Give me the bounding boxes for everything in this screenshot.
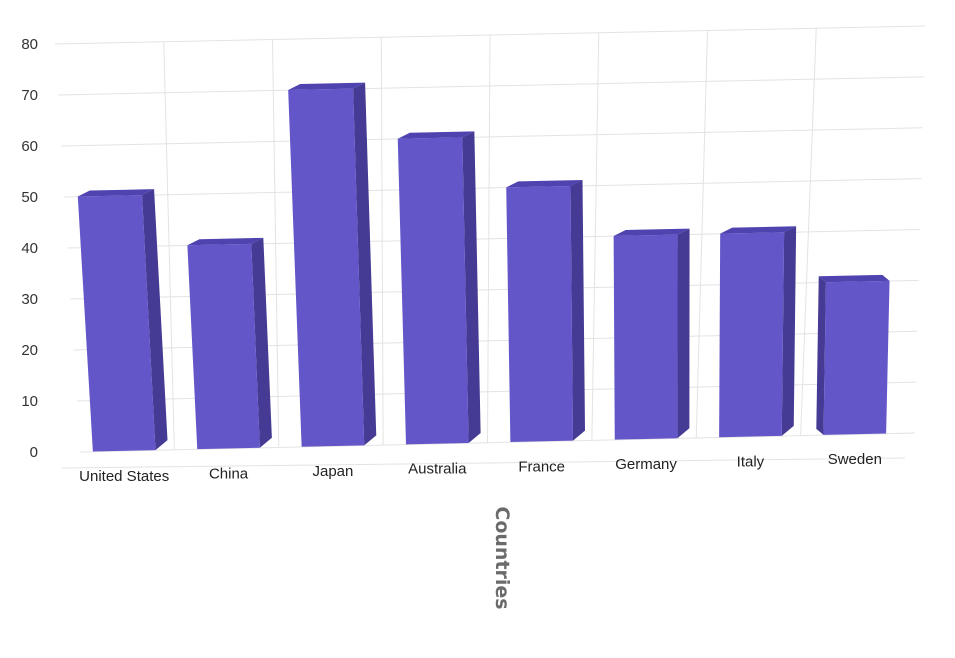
gridline-horizontal <box>79 432 916 453</box>
bar-front-face <box>506 185 573 443</box>
bar-side-face <box>251 237 272 448</box>
gridline-horizontal <box>64 178 922 198</box>
floor-edge <box>61 457 906 469</box>
bar-side-face <box>816 276 826 435</box>
x-category-label: Australia <box>408 461 467 478</box>
bar-top-face <box>77 189 155 197</box>
bar-side-face <box>570 179 585 441</box>
gridline-horizontal <box>58 76 924 96</box>
bar-side-face <box>677 228 690 439</box>
gridline-vertical <box>380 37 384 445</box>
y-tick-label: 10 <box>21 393 38 410</box>
bar <box>288 82 377 447</box>
bar <box>397 131 481 445</box>
bar <box>77 189 168 452</box>
gridline-vertical <box>800 28 817 436</box>
gridline-vertical <box>163 41 175 450</box>
bar-top-face <box>397 131 475 139</box>
bar <box>613 228 690 440</box>
gridline-vertical <box>591 32 600 441</box>
bar <box>506 179 585 443</box>
bar-front-face <box>187 243 260 450</box>
x-axis-title: Countries <box>491 506 513 609</box>
y-tick-label: 60 <box>21 138 38 155</box>
bar-side-face <box>781 226 797 436</box>
x-axis-category-labels: United States China Japan Australia France Ge… <box>79 451 882 485</box>
x-category-label: United States <box>79 468 169 485</box>
bar-top-face <box>506 179 583 188</box>
grid-lines <box>54 25 926 469</box>
y-tick-label: 80 <box>21 36 38 53</box>
bar-front-face <box>288 88 365 447</box>
gridline-horizontal <box>61 127 923 147</box>
bar-top-face <box>720 226 797 234</box>
y-tick-label: 30 <box>21 291 38 308</box>
x-category-label: Japan <box>313 463 354 480</box>
bar-top-face <box>818 274 890 283</box>
y-tick-label: 40 <box>21 240 38 257</box>
bar-front-face <box>77 195 156 452</box>
y-axis-tick-labels: 0 10 20 30 40 50 60 70 80 <box>21 36 38 461</box>
bars <box>77 82 890 452</box>
gridline-vertical <box>272 39 280 448</box>
y-tick-label: 0 <box>30 444 38 461</box>
bar <box>187 237 272 450</box>
bar-side-face <box>142 189 168 451</box>
x-category-label: France <box>518 458 565 475</box>
x-category-label: Sweden <box>828 451 882 468</box>
y-tick-label: 50 <box>21 189 38 206</box>
bar-front-face <box>397 137 469 445</box>
bar-front-face <box>613 234 678 440</box>
y-tick-label: 20 <box>21 342 38 359</box>
y-tick-label: 70 <box>21 87 38 104</box>
bar <box>816 274 890 435</box>
x-category-label: Italy <box>737 454 765 471</box>
x-category-label: Germany <box>615 456 677 473</box>
bar-side-face <box>353 82 377 446</box>
bar-front-face <box>823 280 890 435</box>
bar <box>719 226 797 438</box>
gridline-vertical <box>487 34 491 443</box>
bar-top-face <box>288 82 366 91</box>
x-category-label: China <box>209 465 249 482</box>
bar-top-face <box>613 228 690 236</box>
bar-front-face <box>719 232 785 438</box>
gridline-vertical <box>695 30 708 438</box>
bar-side-face <box>462 131 481 443</box>
bar-top-face <box>187 237 264 246</box>
